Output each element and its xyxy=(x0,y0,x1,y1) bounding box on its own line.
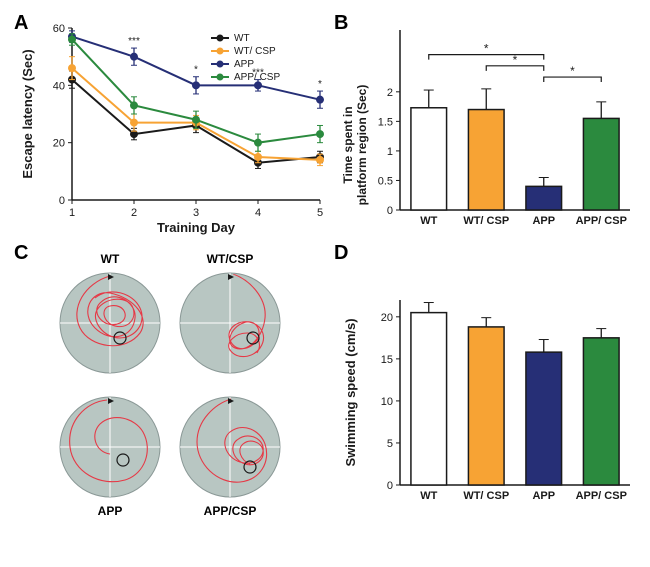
pool-wtcsp-img xyxy=(175,268,285,378)
pool-app-label: APP xyxy=(98,504,123,518)
svg-text:APP/ CSP: APP/ CSP xyxy=(576,490,627,502)
svg-text:WT: WT xyxy=(234,33,250,44)
svg-text:Time spent in: Time spent in xyxy=(341,106,355,183)
panel-b: B 0 0.5 1 1.5 2 WT WT/ CSP APP APP/ CSP Time spen… xyxy=(330,10,640,240)
panel-d-label: D xyxy=(334,242,348,265)
svg-text:*: * xyxy=(570,64,575,78)
svg-text:Training Day: Training Day xyxy=(157,220,236,235)
pool-appcsp: APP/CSP xyxy=(170,392,290,532)
pool-wt-label: WT xyxy=(101,252,120,266)
svg-text:platform region (Sec): platform region (Sec) xyxy=(355,85,369,206)
chartA-line: 0 20 40 60 1 2 3 4 5 Training Day Escape latency (… xyxy=(10,10,330,235)
svg-text:WT/ CSP: WT/ CSP xyxy=(234,46,276,57)
svg-text:60: 60 xyxy=(53,23,65,35)
pool-wtcsp: WT/CSP xyxy=(170,252,290,392)
svg-text:WT/ CSP: WT/ CSP xyxy=(463,490,509,502)
svg-text:Swimming speed (cm/s): Swimming speed (cm/s) xyxy=(343,318,358,466)
svg-text:APP/ CSP: APP/ CSP xyxy=(234,72,280,83)
panel-c-label: C xyxy=(14,242,28,265)
pool-wt-img xyxy=(55,268,165,378)
svg-text:***: *** xyxy=(128,36,140,47)
pool-app-img xyxy=(55,392,165,502)
pool-appcsp-img xyxy=(175,392,285,502)
svg-text:*: * xyxy=(484,42,489,56)
svg-text:3: 3 xyxy=(193,207,199,219)
svg-text:2: 2 xyxy=(387,87,393,99)
svg-text:20: 20 xyxy=(53,138,65,150)
figure: A 020406012345Training DayEscape latency… xyxy=(10,10,640,547)
panel-a-label: A xyxy=(14,12,28,35)
pool-app: APP xyxy=(50,392,170,532)
svg-text:APP: APP xyxy=(234,59,254,70)
svg-text:*: * xyxy=(194,65,198,76)
pool-grid: WT WT/CSP APP APP/CSP xyxy=(50,252,330,532)
panel-a: A 0 20 40 60 1 2 3 4 5 Training Day Escape latency… xyxy=(10,10,330,240)
svg-text:WT: WT xyxy=(420,215,437,227)
pool-wtcsp-label: WT/CSP xyxy=(207,252,254,266)
svg-text:0: 0 xyxy=(387,205,393,217)
svg-text:Escape latency (Sec): Escape latency (Sec) xyxy=(20,49,35,178)
svg-text:10: 10 xyxy=(381,396,393,408)
svg-text:1: 1 xyxy=(387,146,393,158)
svg-text:APP/ CSP: APP/ CSP xyxy=(576,215,627,227)
pool-wt: WT xyxy=(50,252,170,392)
svg-text:2: 2 xyxy=(131,207,137,219)
panel-d: D 0 5 10 15 20 WT WT/ CSP APP APP/ CSP Swimming s… xyxy=(330,240,640,547)
svg-text:1.5: 1.5 xyxy=(378,116,393,128)
svg-text:20: 20 xyxy=(381,312,393,324)
svg-text:15: 15 xyxy=(381,354,393,366)
chartB-bar: 0 0.5 1 1.5 2 WT WT/ CSP APP APP/ CSP Time spent … xyxy=(330,10,640,235)
svg-text:0: 0 xyxy=(387,480,393,492)
svg-text:*: * xyxy=(513,53,518,67)
svg-text:1: 1 xyxy=(69,207,75,219)
svg-text:*: * xyxy=(318,79,322,90)
svg-text:APP: APP xyxy=(532,215,555,227)
svg-text:0.5: 0.5 xyxy=(378,175,393,187)
svg-text:WT/ CSP: WT/ CSP xyxy=(463,215,509,227)
svg-text:5: 5 xyxy=(387,438,393,450)
svg-text:4: 4 xyxy=(255,207,261,219)
chartD-bar: 0 5 10 15 20 WT WT/ CSP APP APP/ CSP Swimming spe… xyxy=(330,240,640,525)
panel-c: C WT WT/CSP APP APP/CSP xyxy=(10,240,330,547)
svg-text:WT: WT xyxy=(420,490,437,502)
panel-b-label: B xyxy=(334,12,348,35)
pool-appcsp-label: APP/CSP xyxy=(204,504,257,518)
svg-text:40: 40 xyxy=(53,80,65,92)
svg-text:5: 5 xyxy=(317,207,323,219)
svg-text:0: 0 xyxy=(59,195,65,207)
svg-text:APP: APP xyxy=(532,490,555,502)
